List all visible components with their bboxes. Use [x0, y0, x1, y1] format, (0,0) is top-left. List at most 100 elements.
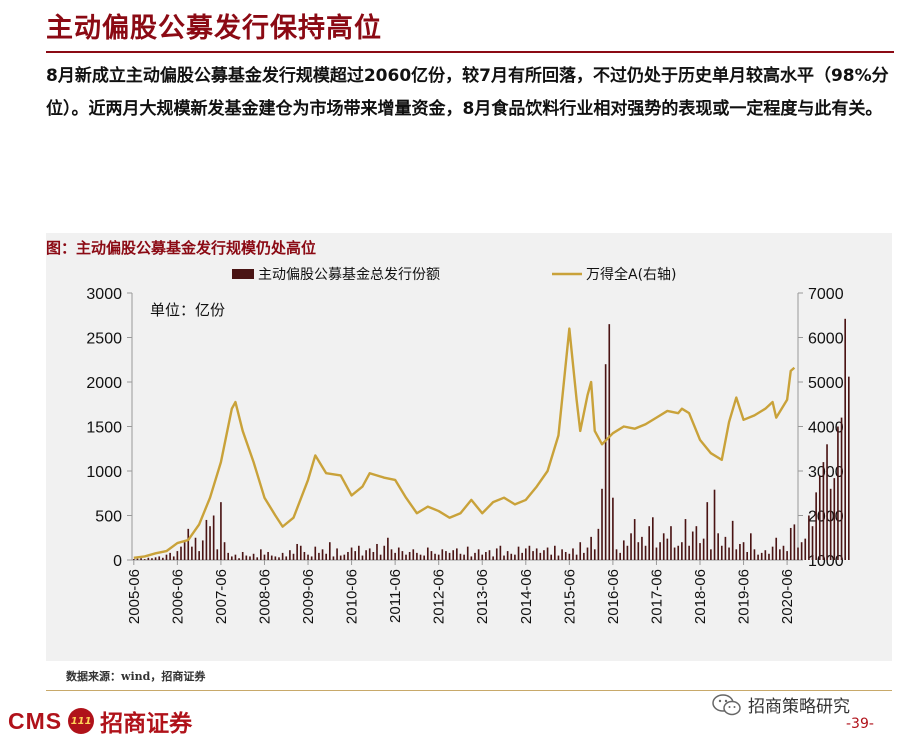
issuance-bar [466, 546, 469, 560]
issuance-bar [205, 519, 208, 560]
chart-svg: 主动偏股公募基金总发行份额 万得全A(右轴) 单位：亿份 0 500 1000 1500 20… [86, 266, 850, 624]
y-left-tick-label: 2000 [86, 375, 122, 392]
issuance-bar [742, 542, 745, 560]
y-right-tick-label: 3000 [808, 464, 844, 481]
issuance-bar [307, 554, 309, 560]
issuance-bar [797, 547, 799, 560]
issuance-bar [681, 542, 683, 560]
issuance-bar [622, 540, 625, 560]
issuance-bar [655, 547, 658, 560]
issuance-bar [143, 559, 146, 560]
issuance-bar [691, 531, 694, 560]
issuance-bar [837, 426, 839, 560]
logo-badge-icon: 111 [68, 708, 95, 734]
issuance-bar [132, 559, 135, 560]
issuance-bar [477, 549, 480, 560]
issuance-bar [564, 551, 567, 560]
issuance-bar [499, 545, 502, 560]
issuance-bar [434, 553, 436, 560]
issuance-bar [241, 551, 244, 560]
issuance-bar [281, 552, 284, 560]
issuance-bar [401, 551, 404, 560]
page-title: 主动偏股公募发行保持高位 [46, 13, 382, 44]
y-right-tick-label: 5000 [808, 375, 844, 392]
issuance-bar [419, 554, 422, 560]
issuance-bar [488, 550, 491, 560]
issuance-bar [267, 551, 269, 560]
issuance-bar [165, 554, 168, 560]
title-divider [46, 51, 894, 53]
issuance-bar [405, 554, 407, 560]
issuance-bar [140, 558, 142, 560]
issuance-bar [804, 538, 807, 560]
issuance-bar [604, 364, 607, 560]
issuance-bar [717, 533, 719, 560]
chart-title: 图：主动偏股公募基金发行规模仍处高位 [46, 239, 317, 257]
issuance-bar [539, 552, 542, 560]
issuance-bar [561, 549, 563, 560]
issuance-bar [575, 554, 578, 560]
issuance-bar [818, 475, 821, 560]
y-left-tick-label: 2500 [86, 331, 122, 348]
issuance-bar [448, 552, 451, 560]
issuance-bar [506, 551, 509, 560]
issuance-bar [463, 554, 465, 560]
issuance-bar [524, 548, 527, 560]
issuance-bar [459, 553, 462, 560]
x-tick-label: 2020-06 [779, 569, 796, 624]
x-tick-label: 2007-06 [213, 569, 230, 624]
issuance-bar [481, 554, 484, 560]
y-right-tick-label: 7000 [808, 286, 844, 303]
issuance-bar [775, 537, 778, 560]
issuance-bar [652, 517, 654, 560]
legend-bar-swatch [232, 269, 254, 279]
issuance-bar [662, 533, 665, 560]
y-left-tick-label: 0 [113, 553, 122, 570]
x-tick-label: 2008-06 [256, 569, 273, 624]
issuance-bar [249, 556, 251, 560]
x-tick-label: 2019-06 [736, 569, 753, 624]
issuance-bar [557, 555, 560, 560]
issuance-bar [626, 545, 629, 560]
issuance-bar [532, 551, 534, 560]
issuance-bar [332, 556, 335, 560]
issuance-bar [731, 520, 734, 560]
issuance-bar [270, 555, 273, 560]
x-tick-label: 2014-06 [518, 569, 535, 624]
issuance-bar [394, 552, 396, 560]
x-tick-label: 2006-06 [169, 569, 186, 624]
issuance-bar [583, 552, 585, 560]
issuance-bar [350, 547, 353, 560]
issuance-bar [201, 540, 204, 560]
x-tick-label: 2018-06 [692, 569, 709, 624]
issuance-bar [372, 551, 375, 560]
issuance-bar [151, 558, 153, 560]
issuance-bar [412, 549, 415, 560]
issuance-bar [303, 551, 306, 560]
issuance-bar [180, 546, 182, 560]
issuance-bar [713, 489, 716, 560]
legend-bar-label: 主动偏股公募基金总发行份额 [258, 266, 440, 283]
issuance-bar [368, 548, 371, 560]
issuance-bar [354, 551, 357, 560]
issuance-bar [521, 552, 523, 560]
legend-line-label: 万得全A(右轴) [586, 266, 677, 283]
issuance-bar [503, 555, 505, 560]
issuance-bar [528, 545, 531, 560]
issuance-bar [720, 545, 723, 560]
issuance-bar [586, 547, 589, 560]
issuance-bar [833, 478, 836, 560]
issuance-bar [390, 549, 393, 560]
issuance-bar [383, 545, 386, 560]
issuance-bar [376, 543, 378, 560]
issuance-bar [176, 551, 179, 560]
issuance-bar [684, 519, 687, 560]
issuance-bar [822, 462, 825, 560]
issuance-bar [227, 552, 229, 560]
issuance-bar [292, 553, 295, 560]
x-tick-label: 2016-06 [605, 569, 622, 624]
wechat-account: 招商策略研究 [712, 692, 850, 717]
issuance-bar [597, 528, 600, 560]
issuance-bar [659, 542, 661, 560]
issuance-bar [619, 552, 621, 560]
